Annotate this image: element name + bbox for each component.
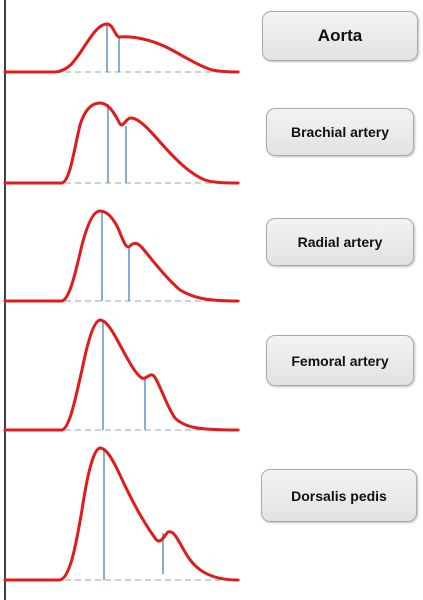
- waveform-curve: [3, 22, 240, 74]
- label-aorta: Aorta: [262, 11, 418, 61]
- label-radial-artery-text: Radial artery: [297, 234, 383, 250]
- label-aorta-text: Aorta: [317, 26, 363, 45]
- waveform-dorsalis-pedis: [3, 446, 240, 582]
- label-dorsalis-pedis: Dorsalis pedis: [261, 469, 417, 522]
- label-brachial-artery: Brachial artery: [266, 108, 414, 156]
- waveform-curve: [3, 446, 240, 582]
- waveform-femoral-artery: [3, 318, 240, 432]
- waveform-radial-artery: [3, 209, 240, 303]
- waveform-curve: [3, 209, 240, 303]
- waveform-aorta: [3, 22, 240, 74]
- label-brachial-artery-text: Brachial artery: [290, 124, 390, 140]
- label-femoral-artery: Femoral artery: [266, 335, 414, 386]
- waveform-curve: [3, 318, 240, 432]
- label-dorsalis-pedis-text: Dorsalis pedis: [291, 487, 387, 504]
- label-femoral-artery-text: Femoral artery: [291, 352, 389, 369]
- label-radial-artery: Radial artery: [266, 218, 414, 266]
- waveform-brachial-artery: [3, 101, 240, 185]
- waveform-curve: [3, 101, 240, 185]
